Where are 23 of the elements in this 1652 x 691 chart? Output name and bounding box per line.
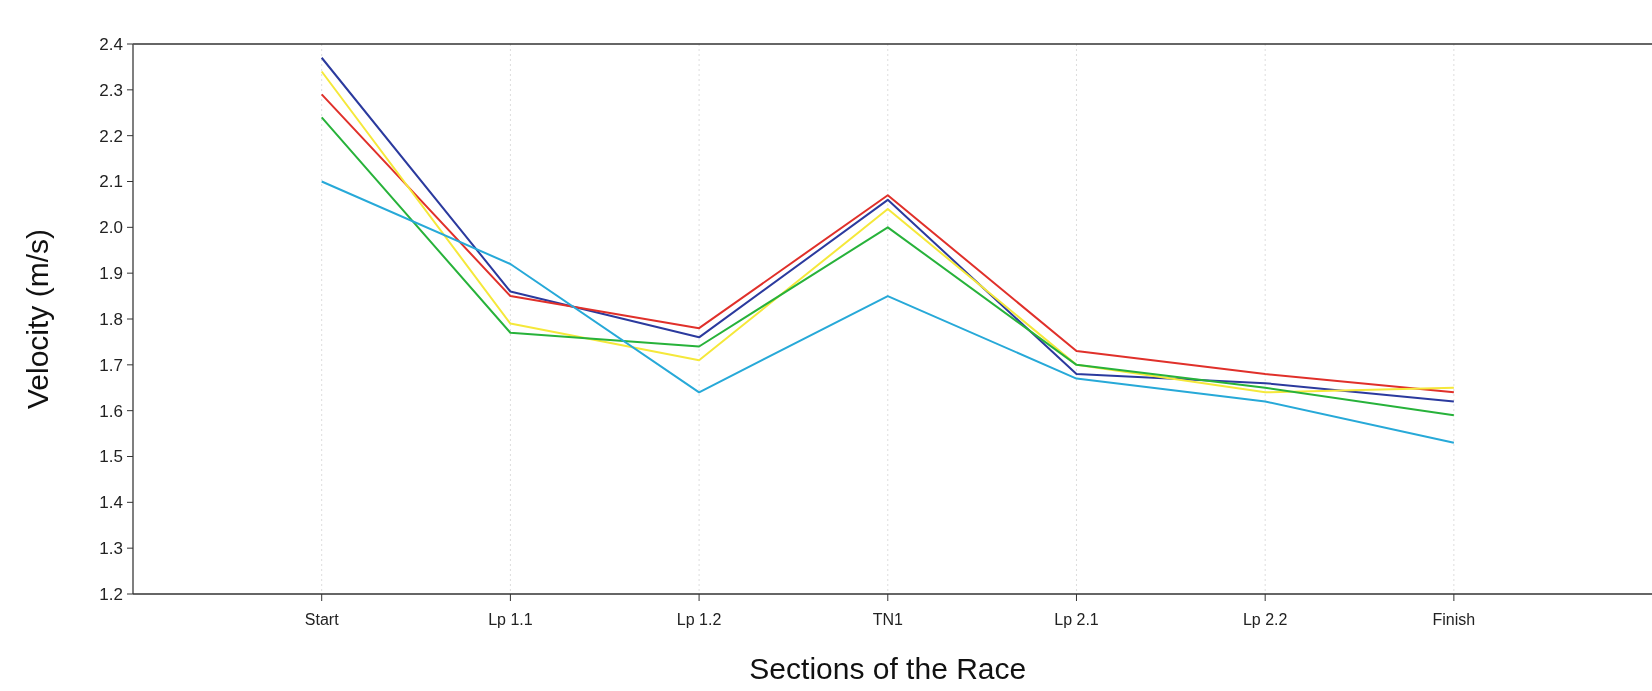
y-axis-title: Velocity (m/s) bbox=[21, 228, 54, 410]
y-tick-label: 2.1 bbox=[99, 172, 123, 192]
x-tick-label: TN1 bbox=[872, 611, 903, 628]
y-tick-label: 1.5 bbox=[99, 447, 123, 467]
y-tick-label: 1.9 bbox=[99, 264, 123, 284]
y-tick-label: 1.6 bbox=[99, 401, 123, 421]
line-series bbox=[320, 180, 1455, 444]
x-tick-label: Lp 1.2 bbox=[676, 611, 722, 628]
y-tick-label: 1.4 bbox=[99, 493, 123, 513]
x-axis-title: Sections of the Race bbox=[749, 652, 1027, 685]
y-tick-label: 1.2 bbox=[99, 584, 123, 604]
x-tick-label: Start bbox=[304, 611, 340, 628]
y-tick-label: 1.7 bbox=[99, 355, 123, 375]
y-tick-label: 2.0 bbox=[99, 218, 123, 238]
x-tick-label: Finish bbox=[1432, 611, 1476, 628]
x-tick-label: Lp 2.2 bbox=[1242, 611, 1288, 628]
x-tick-label: Lp 1.1 bbox=[488, 611, 533, 628]
y-tick-label: 2.2 bbox=[99, 126, 123, 146]
x-tick-label: Lp 2.1 bbox=[1054, 611, 1099, 628]
y-tick-label: 2.3 bbox=[99, 80, 123, 100]
y-tick-label: 1.3 bbox=[99, 539, 123, 559]
y-tick-label: 2.4 bbox=[99, 34, 123, 54]
y-tick-label: 1.8 bbox=[99, 309, 123, 329]
